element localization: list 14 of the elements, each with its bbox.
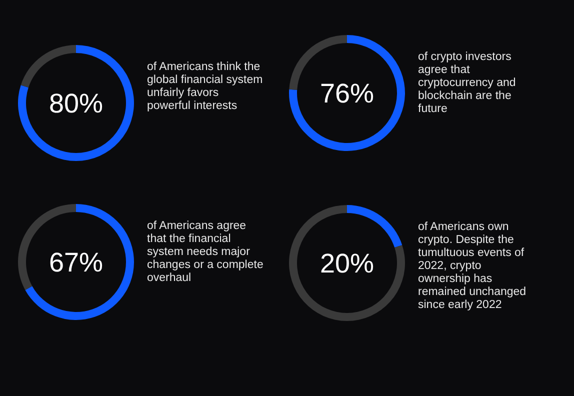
donut-slice [289, 205, 405, 321]
text: 76% [320, 78, 374, 108]
donut-slice [289, 35, 405, 151]
donut-slice [20, 45, 76, 88]
text: 80% [48, 88, 104, 118]
text: 20% [320, 248, 374, 278]
text: of crypto investors agree that cryptocurrency and blockchain are the future [418, 51, 516, 115]
donut-slice [18, 45, 134, 161]
donut-slice [347, 205, 402, 248]
text: of Americans think the global financial system unfairly favors powerful interests [147, 61, 263, 112]
donut-slice [25, 204, 134, 320]
text: of Americans agree that the financial system needs major changes or a complete overhaul [147, 220, 264, 284]
text: of Americans own crypto. Despite the tumultuous events of 2022, crypto ownership has remained unchanged since early 2022 [418, 221, 526, 311]
text: 67% [48, 247, 104, 278]
